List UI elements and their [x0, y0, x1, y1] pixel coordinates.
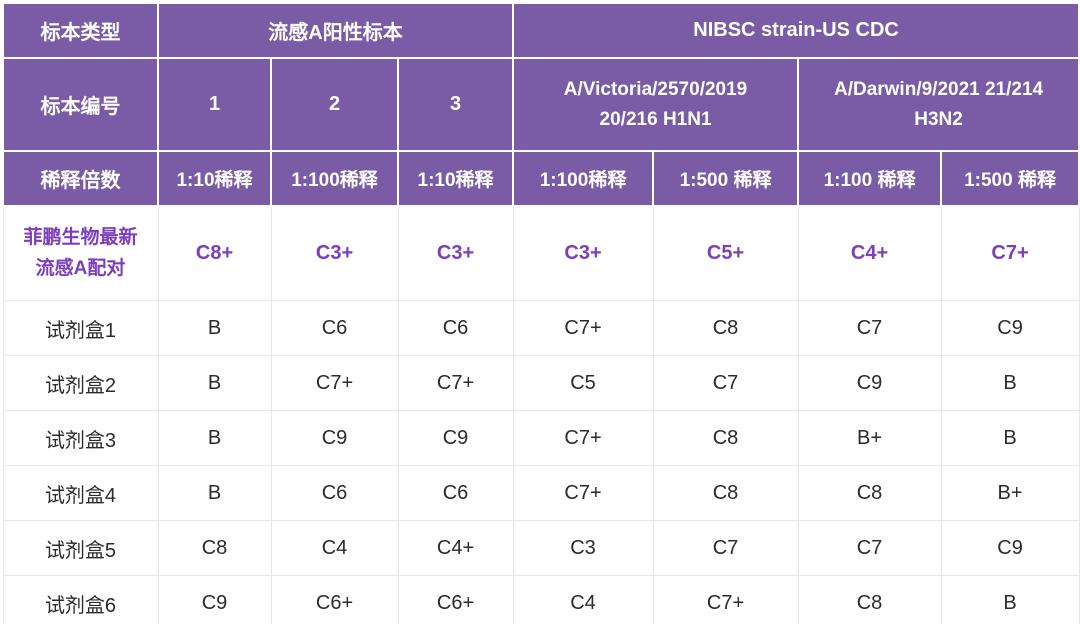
- kit-value-cell: B: [157, 465, 272, 521]
- kit-value-cell: C7: [652, 520, 799, 576]
- kit-value-cell: C8: [652, 410, 799, 466]
- header-sample-1: 1: [157, 57, 272, 152]
- kit-row-4: 试剂盒4 B C6 C6 C7+ C8 C8 B+: [2, 465, 1080, 521]
- pairing-value-cell: C8+: [157, 205, 272, 301]
- kit-row-5: 试剂盒5 C8 C4 C4+ C3 C7 C7 C9: [2, 520, 1080, 576]
- pairing-value-cell: C3+: [397, 205, 514, 301]
- kit-label: 试剂盒6: [2, 575, 159, 624]
- kit-value-cell: C9: [157, 575, 272, 624]
- kit-row-2: 试剂盒2 B C7+ C7+ C5 C7 C9 B: [2, 355, 1080, 411]
- kit-row-3: 试剂盒3 B C9 C9 C7+ C8 B+ B: [2, 410, 1080, 466]
- kit-value-cell: C6: [270, 465, 399, 521]
- header-victoria-strain: A/Victoria/2570/2019 20/216 H1N1: [512, 57, 800, 152]
- header-sample-3: 3: [396, 57, 515, 152]
- header-row-dilution: 稀释倍数 1:10稀释 1:100稀释 1:10稀释 1:100稀释 1:500…: [2, 150, 1080, 207]
- header-dilution-label: 稀释倍数: [2, 150, 159, 207]
- header-darwin-strain: A/Darwin/9/2021 21/214 H3N2: [797, 57, 1080, 152]
- kit-value-cell: C5: [512, 355, 654, 411]
- kit-value-cell: C8: [652, 465, 799, 521]
- header-sample-type-label: 标本类型: [2, 2, 159, 59]
- kit-value-cell: C4: [512, 575, 654, 624]
- kit-value-cell: C7+: [397, 355, 514, 411]
- kit-value-cell: C7+: [270, 355, 399, 411]
- header-row-sample-type: 标本类型 流感A阳性标本 NIBSC strain-US CDC: [2, 2, 1080, 59]
- kit-value-cell: C6: [397, 465, 514, 521]
- kit-row-1: 试剂盒1 B C6 C6 C7+ C8 C7 C9: [2, 300, 1080, 356]
- fapon-pairing-label: 菲鹏生物最新 流感A配对: [2, 205, 159, 301]
- kit-value-cell: C6: [397, 300, 514, 356]
- kit-value-cell: B: [940, 575, 1080, 624]
- kit-value-cell: B: [940, 410, 1080, 466]
- kit-value-cell: C8: [652, 300, 799, 356]
- kit-value-cell: C7: [797, 300, 942, 356]
- dilution-cell: 1:500 稀释: [940, 150, 1080, 207]
- darwin-strain-line1: A/Darwin/9/2021 21/214: [833, 79, 1044, 101]
- kit-value-cell: C4+: [397, 520, 514, 576]
- kit-value-cell: C8: [157, 520, 272, 576]
- kit-value-cell: B+: [797, 410, 942, 466]
- kit-value-cell: C6: [270, 300, 399, 356]
- pairing-value-cell: C3+: [270, 205, 399, 301]
- fapon-pairing-label-line1: 菲鹏生物最新: [23, 227, 138, 249]
- kit-value-cell: C9: [270, 410, 399, 466]
- dilution-cell: 1:100 稀释: [797, 150, 943, 207]
- pairing-value-cell: C3+: [512, 205, 654, 301]
- dilution-cell: 1:10稀释: [157, 150, 272, 207]
- kit-value-cell: C9: [940, 520, 1080, 576]
- dilution-cell: 1:500 稀释: [652, 150, 800, 207]
- kit-value-cell: C8: [797, 465, 942, 521]
- kit-value-cell: C9: [397, 410, 514, 466]
- kit-value-cell: C7+: [652, 575, 799, 624]
- header-nibsc-group: NIBSC strain-US CDC: [512, 2, 1080, 59]
- kit-value-cell: C7: [797, 520, 942, 576]
- kit-value-cell: C7+: [512, 410, 654, 466]
- kit-value-cell: C7+: [512, 300, 654, 356]
- pairing-value-cell: C4+: [797, 205, 942, 301]
- kit-value-cell: B: [940, 355, 1080, 411]
- kit-value-cell: B: [157, 300, 272, 356]
- kit-value-cell: C4: [270, 520, 399, 576]
- kit-label: 试剂盒2: [2, 355, 159, 411]
- kit-row-6: 试剂盒6 C9 C6+ C6+ C4 C7+ C8 B: [2, 575, 1080, 624]
- kit-value-cell: C6+: [270, 575, 399, 624]
- header-sample-2: 2: [270, 57, 399, 152]
- kit-value-cell: C9: [940, 300, 1080, 356]
- kit-value-cell: C8: [797, 575, 942, 624]
- dilution-cell: 1:100稀释: [270, 150, 399, 207]
- fapon-pairing-row: 菲鹏生物最新 流感A配对 C8+ C3+ C3+ C3+ C5+ C4+ C7+: [2, 205, 1080, 301]
- fapon-pairing-label-line2: 流感A配对: [35, 257, 126, 279]
- header-flu-a-positive-group: 流感A阳性标本: [156, 2, 515, 59]
- kit-value-cell: C7: [652, 355, 799, 411]
- dilution-cell: 1:100稀释: [512, 150, 655, 207]
- kit-label: 试剂盒5: [2, 520, 159, 576]
- victoria-strain-line2: 20/216 H1N1: [599, 108, 712, 130]
- pairing-value-cell: C7+: [940, 205, 1080, 301]
- pairing-value-cell: C5+: [652, 205, 799, 301]
- kit-value-cell: C3: [512, 520, 654, 576]
- kit-value-cell: C6+: [397, 575, 514, 624]
- kit-value-cell: C7+: [512, 465, 654, 521]
- victoria-strain-line1: A/Victoria/2570/2019: [563, 79, 748, 101]
- darwin-strain-line2: H3N2: [914, 108, 963, 130]
- kit-value-cell: C9: [797, 355, 942, 411]
- kit-value-cell: B+: [940, 465, 1080, 521]
- kit-label: 试剂盒4: [2, 465, 159, 521]
- header-row-sample-id: 标本编号 1 2 3 A/Victoria/2570/2019 20/216 H…: [2, 57, 1080, 152]
- header-sample-id-label: 标本编号: [2, 57, 159, 152]
- dilution-cell: 1:10稀释: [396, 150, 515, 207]
- kit-label: 试剂盒1: [2, 300, 159, 356]
- kit-value-cell: B: [157, 355, 272, 411]
- kit-value-cell: B: [157, 410, 272, 466]
- kit-label: 试剂盒3: [2, 410, 159, 466]
